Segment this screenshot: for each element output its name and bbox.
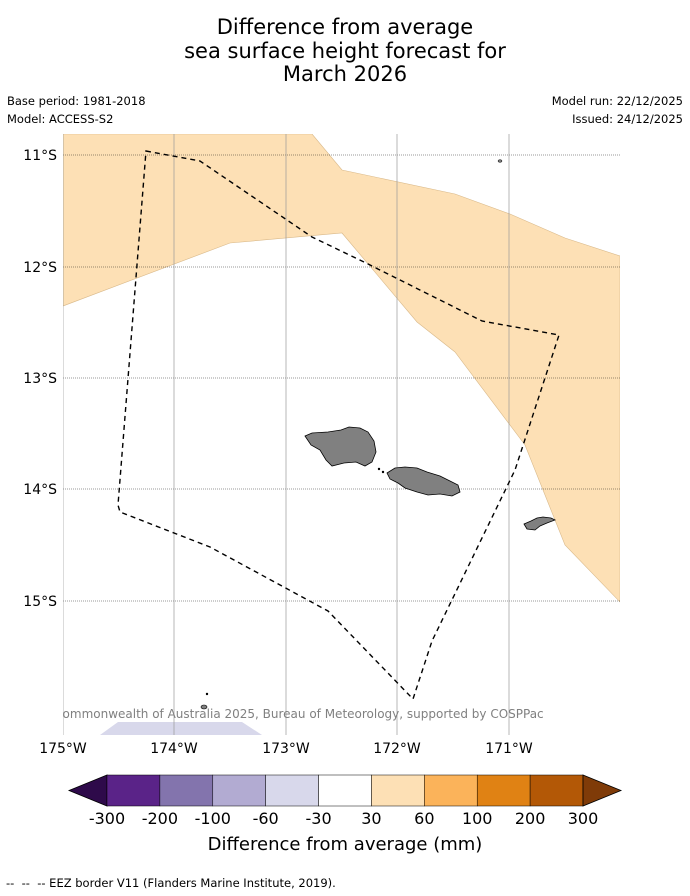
islet-tafahi	[205, 692, 209, 696]
islet-niuafo-ou	[200, 704, 208, 710]
colorbar-tick-label: -60	[253, 809, 279, 828]
colorbar-tick-label: -30	[305, 809, 331, 828]
title-line-1: Difference from average	[216, 15, 474, 39]
meridians	[63, 134, 510, 735]
colorbar-bin	[476, 774, 531, 807]
issued-date: Issued: 24/12/2025	[572, 112, 683, 126]
copyright-notice: © Commonwealth of Australia 2025, Bureau…	[38, 707, 543, 721]
colorbar-title: Difference from average (mm)	[208, 834, 483, 855]
lat-label: 14°S	[23, 482, 57, 498]
colorbar: -300 -200 -100 -60 -30 30 60 100 200 300	[67, 774, 623, 828]
lon-label: 175°W	[39, 741, 87, 757]
lon-label: 173°W	[262, 741, 310, 757]
map-figure: © Commonwealth of Australia 2025, Bureau…	[23, 134, 623, 855]
islet-apolima	[377, 467, 381, 471]
colorbar-tick-label: 100	[462, 809, 493, 828]
colorbar-bin	[159, 774, 214, 807]
longitude-labels: 175°W 174°W 173°W 172°W 171°W	[39, 741, 533, 757]
title-line-3: March 2026	[282, 62, 408, 86]
colorbar-bin	[106, 774, 161, 807]
island-tutuila	[523, 516, 556, 531]
title-line-2: sea surface height forecast for	[184, 39, 506, 63]
islet-swains	[497, 159, 503, 163]
lat-label: 13°S	[23, 371, 57, 387]
model-run: Model run: 22/12/2025	[551, 94, 683, 108]
eez-footnote: -- -- -- EEZ border V11 (Flanders Marine…	[6, 876, 336, 890]
island-savaii	[304, 426, 377, 467]
colorbar-bin	[212, 774, 266, 807]
colorbar-tick-label: 60	[414, 809, 434, 828]
island-upolu	[386, 466, 461, 497]
graticule	[63, 154, 620, 602]
model-name: Model: ACCESS-S2	[7, 112, 114, 126]
lon-label: 174°W	[150, 741, 198, 757]
islet-manono	[381, 470, 385, 474]
colorbar-extend-low	[67, 774, 108, 807]
colorbar-tick-label: 200	[515, 809, 546, 828]
colorbar-tick-label: 30	[361, 809, 381, 828]
colorbar-bin	[529, 774, 584, 807]
eez-border	[117, 150, 560, 701]
colorbar-tick-label: 300	[568, 809, 599, 828]
lon-label: 171°W	[485, 741, 533, 757]
negative-anomaly-region	[100, 722, 262, 735]
lat-label: 15°S	[23, 594, 57, 610]
lon-label: 172°W	[373, 741, 421, 757]
colorbar-bin	[424, 774, 478, 807]
colorbar-tick-label: -300	[89, 809, 125, 828]
base-period: Base period: 1981-2018	[7, 94, 146, 108]
colorbar-tick-label: -100	[195, 809, 231, 828]
map-area: © Commonwealth of Australia 2025, Bureau…	[38, 134, 620, 735]
colorbar-tick-label: -200	[142, 809, 178, 828]
colorbar-bin	[318, 774, 372, 807]
colorbar-extend-high	[582, 774, 623, 807]
colorbar-bin	[265, 774, 319, 807]
colorbar-bin	[371, 774, 425, 807]
latitude-labels: 11°S 12°S 13°S 14°S 15°S	[23, 148, 57, 610]
lat-label: 12°S	[23, 260, 57, 276]
lat-label: 11°S	[23, 148, 57, 164]
